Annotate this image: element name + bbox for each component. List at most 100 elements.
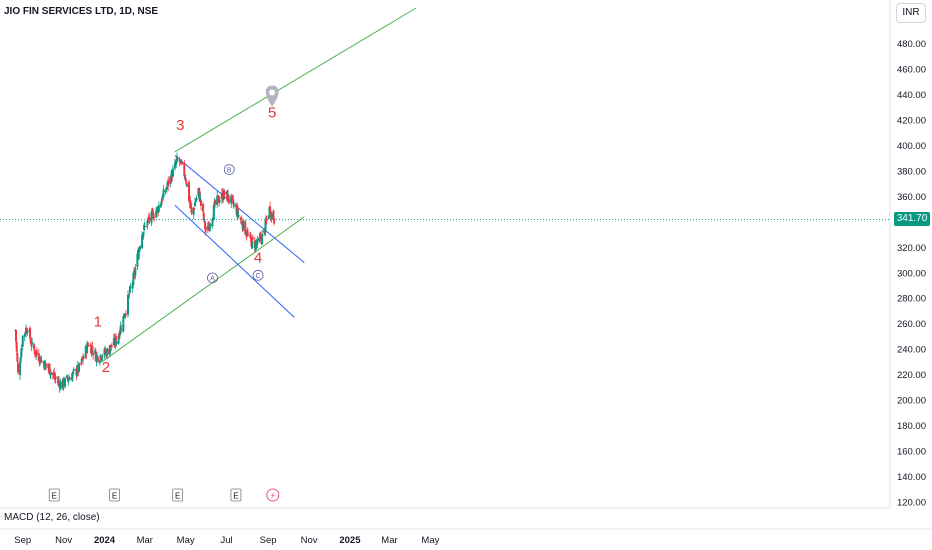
candle-body (95, 355, 98, 362)
candle-body (117, 335, 120, 344)
candle-body (48, 363, 51, 375)
candle-body (65, 375, 68, 378)
candle-body (259, 235, 262, 240)
candle-body (118, 333, 121, 338)
x-tick-label: May (421, 535, 439, 546)
candle-body (157, 205, 160, 212)
candle-body (216, 195, 219, 205)
candle-body (165, 186, 168, 190)
y-tick-label: 160.00 (897, 447, 926, 458)
y-tick-label: 180.00 (897, 421, 926, 432)
candle-body (62, 378, 65, 388)
candle-body (137, 250, 140, 260)
candle-body (185, 181, 188, 185)
candle-body (258, 237, 261, 241)
wave-label-5: 5 (268, 104, 276, 121)
y-tick-label: 460.00 (897, 65, 926, 76)
candle-body (57, 380, 60, 383)
channel-lower-line (174, 204, 295, 318)
wave-circle-label-C: C (256, 273, 261, 280)
chart-title: JIO FIN SERVICES LTD, 1D, NSE (4, 6, 159, 17)
candle-body (39, 356, 42, 362)
candle-body (198, 191, 201, 202)
candle-body (199, 198, 202, 202)
candle-body (202, 213, 205, 221)
candle-body (221, 191, 224, 201)
y-tick-label: 280.00 (897, 294, 926, 305)
candle-body (214, 200, 217, 205)
candle-body (192, 207, 195, 215)
candle-body (38, 362, 41, 364)
y-tick-label: 420.00 (897, 115, 926, 126)
y-tick-label: 360.00 (897, 192, 926, 203)
channel-upper-line (174, 155, 305, 263)
candle-body (17, 363, 20, 373)
y-tick-label: 300.00 (897, 268, 926, 279)
candle-body (37, 353, 40, 362)
y-tick-label: 200.00 (897, 396, 926, 407)
candle-body (136, 253, 139, 267)
candle-body (197, 188, 200, 196)
candle-body (87, 345, 90, 347)
currency-button[interactable]: INR (896, 3, 926, 23)
candle-body (115, 341, 118, 344)
candle-body (242, 220, 245, 231)
candle-body (251, 237, 254, 249)
y-tick-label: 120.00 (897, 498, 926, 509)
candle-body (200, 200, 203, 206)
wave-label-3: 3 (176, 117, 184, 134)
candle-body (256, 238, 259, 245)
candle-body (151, 208, 154, 211)
candle-body (128, 293, 131, 295)
candle-body (35, 350, 38, 355)
y-tick-label: 260.00 (897, 319, 926, 330)
x-tick-label: Jul (220, 535, 232, 546)
candle-body (53, 372, 56, 378)
candle-body (176, 157, 179, 159)
candle-body (190, 206, 193, 209)
candle-body (217, 195, 220, 203)
candle-body (150, 211, 153, 223)
candle-body (67, 380, 70, 382)
wave-circle-B (223, 164, 235, 176)
wave-label-1: 1 (94, 313, 102, 330)
candle-body (247, 233, 250, 235)
candle-body (188, 182, 191, 202)
candle-body (124, 313, 127, 315)
dividend-marker-glyph: ⚡ (270, 492, 276, 501)
candle-body (42, 362, 45, 364)
candle-body (222, 199, 225, 201)
candle-body (72, 371, 75, 375)
candle-body (181, 162, 184, 164)
candle-body (194, 201, 197, 203)
candle-body (119, 325, 122, 334)
candle-body (204, 227, 207, 232)
candle-body (232, 199, 235, 204)
candle-body (183, 162, 186, 177)
candle-body (232, 204, 235, 206)
candle-body (160, 200, 163, 205)
candle-body (184, 177, 187, 181)
candle-body (138, 247, 141, 252)
candle-body (236, 207, 239, 215)
candle-body (195, 197, 198, 201)
candle-body (251, 236, 254, 240)
candle-body (244, 221, 247, 235)
candle-body (194, 202, 197, 207)
candle-body (86, 343, 89, 354)
candle-body (230, 195, 233, 204)
candle-body (123, 316, 126, 318)
candle-body (15, 342, 18, 352)
candle-body (264, 220, 267, 233)
y-tick-label: 480.00 (897, 39, 926, 50)
candle-body (249, 234, 252, 240)
candle-body (240, 221, 243, 225)
candle-body (237, 215, 240, 217)
macd-indicator-label[interactable]: MACD (12, 26, close) (4, 512, 100, 523)
y-tick-label: 440.00 (897, 90, 926, 101)
candle-body (20, 348, 23, 357)
candle-body (109, 344, 112, 351)
candle-body (273, 218, 276, 224)
candle-body (92, 353, 95, 355)
